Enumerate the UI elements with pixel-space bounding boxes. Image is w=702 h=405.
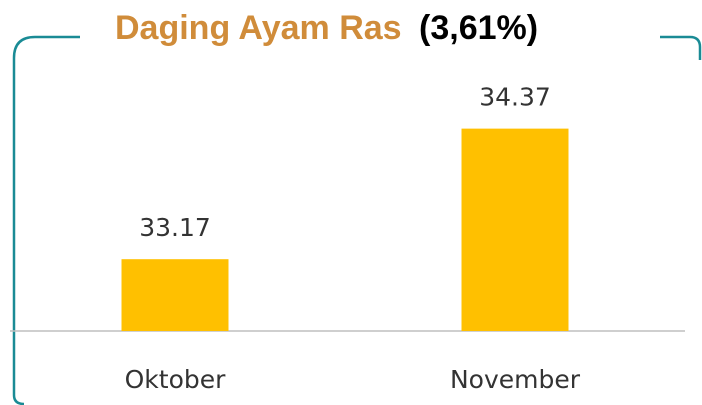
x-tick-label: Oktober [125, 365, 227, 394]
value-label: 33.17 [139, 213, 211, 242]
frame-left [12, 35, 80, 405]
bar [461, 128, 569, 331]
frame-right [660, 35, 702, 60]
x-tick-label: November [450, 365, 581, 394]
chart-title: Daging Ayam Ras (3,61%) [115, 9, 538, 47]
value-label: 34.37 [479, 83, 551, 112]
title-main: Daging Ayam Ras [115, 9, 402, 47]
title-annotation: (3,61%) [419, 9, 538, 47]
bar [121, 259, 229, 331]
